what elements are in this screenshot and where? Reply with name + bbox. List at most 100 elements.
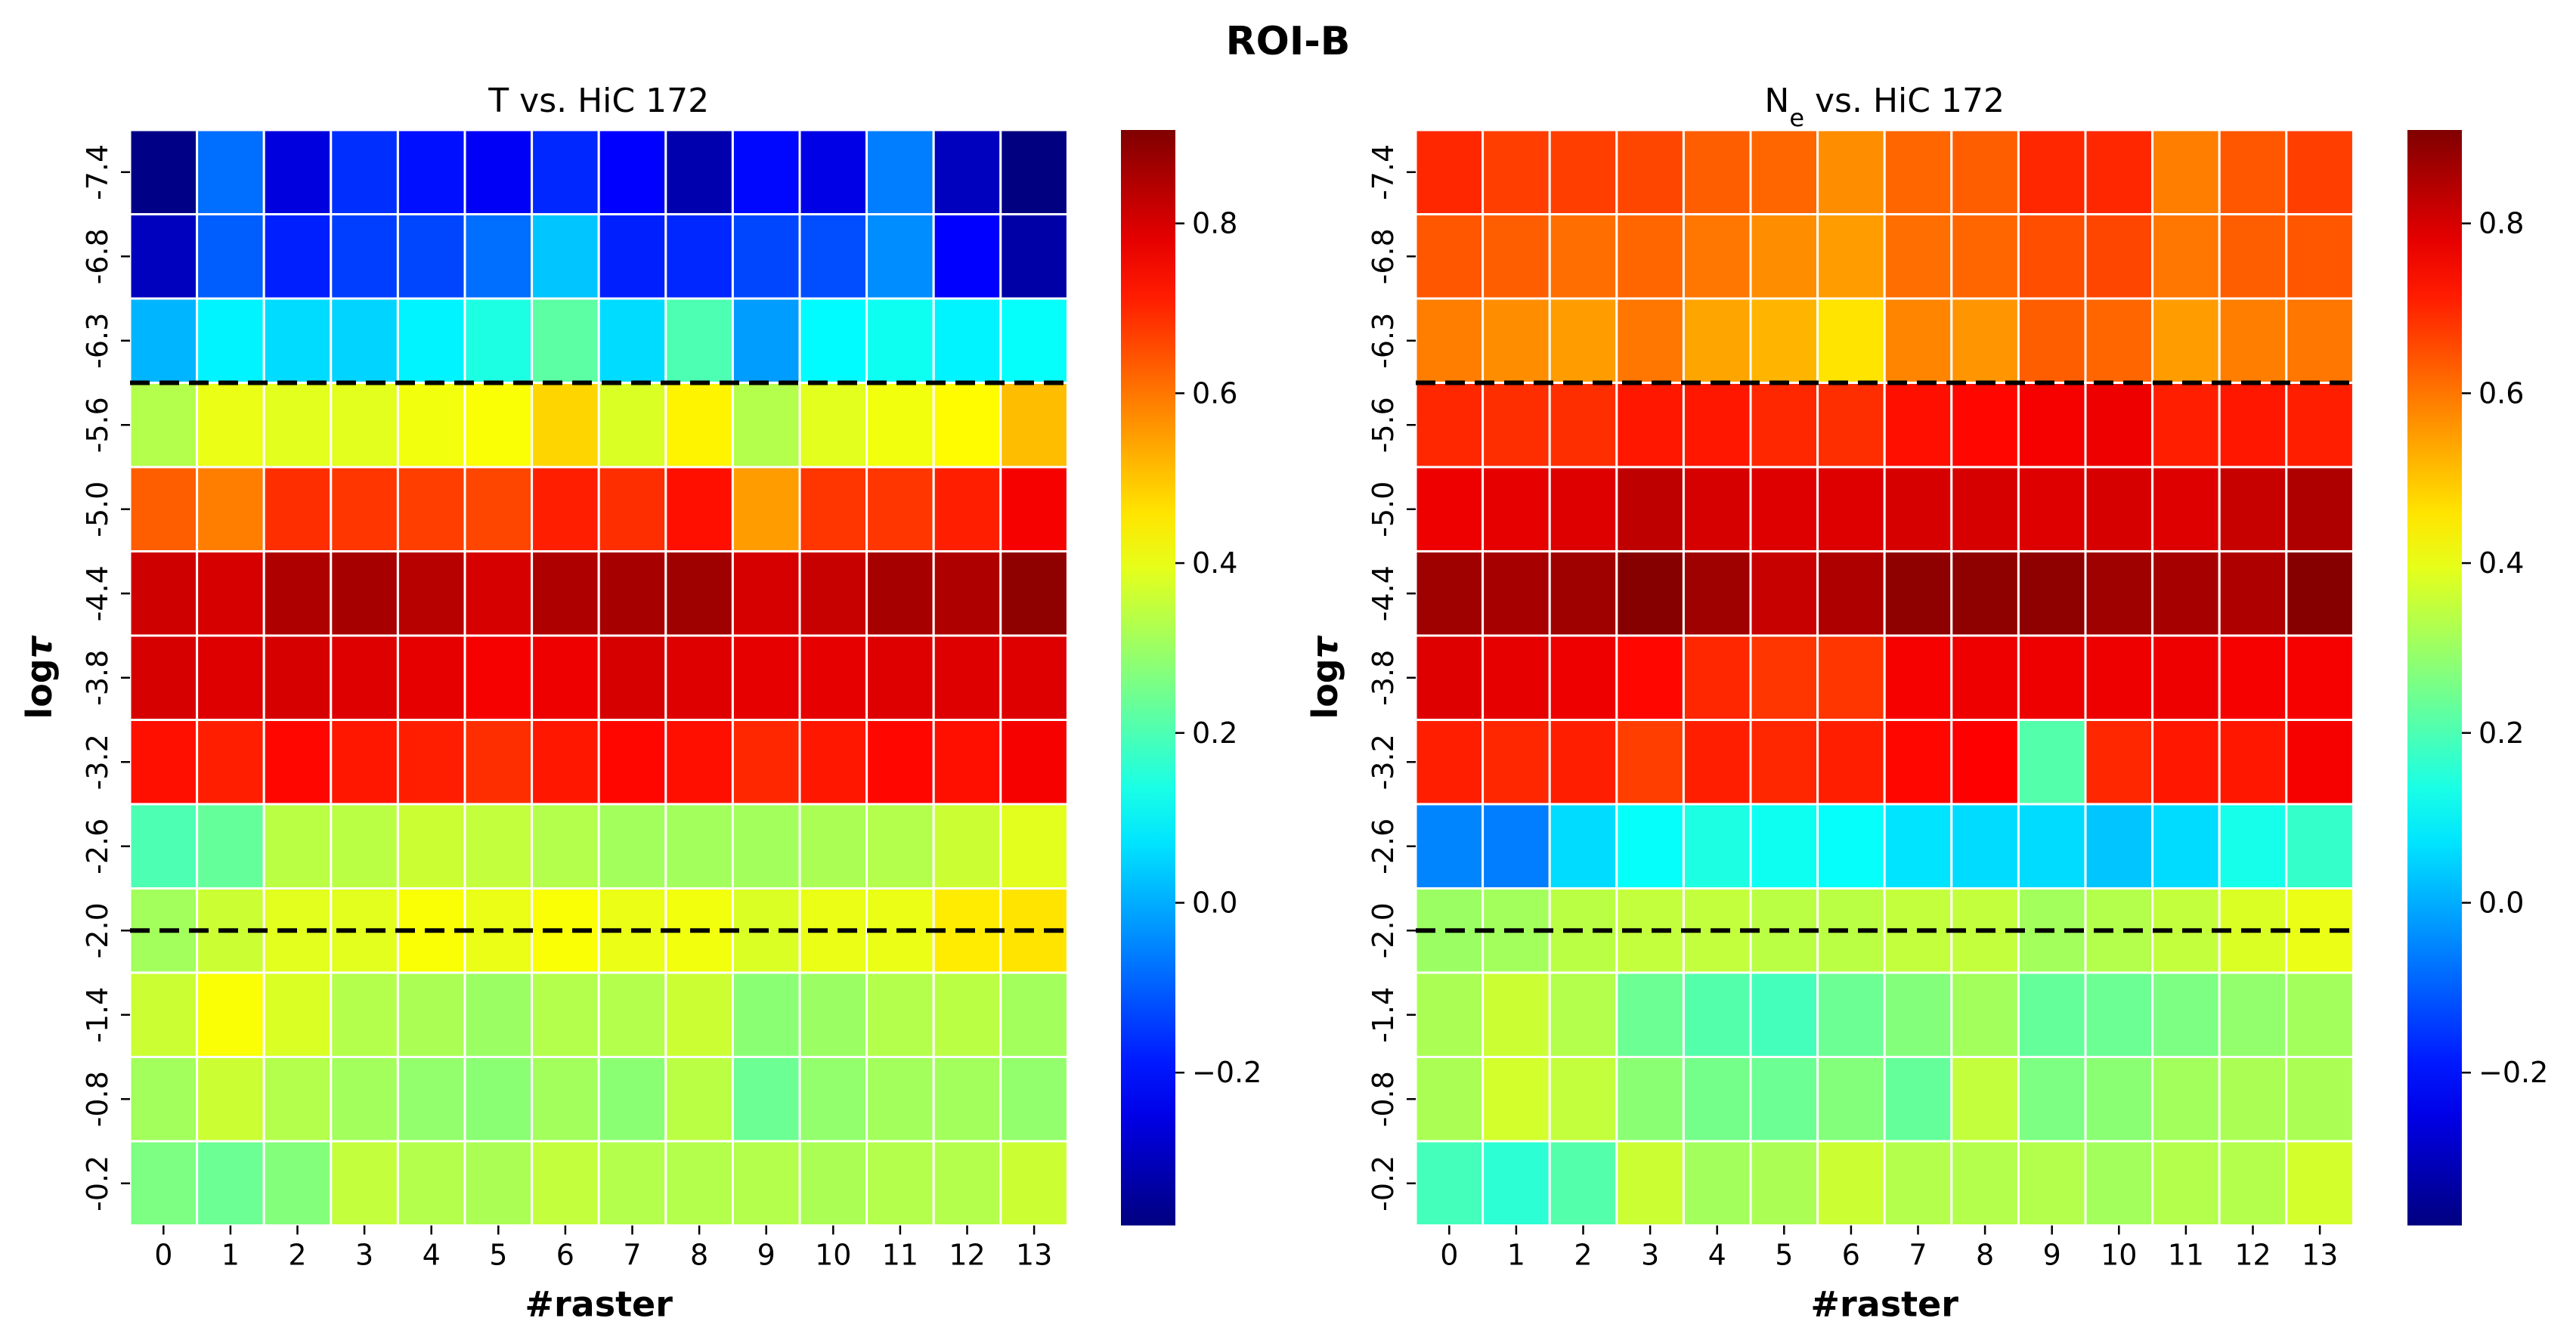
heatmap-cell [262, 971, 333, 1058]
heatmap-cell [531, 213, 600, 300]
heatmap-cell [196, 803, 265, 890]
heatmap-cell [1548, 128, 1618, 215]
heatmap-cell [2285, 1140, 2355, 1227]
heatmap-cell [2084, 297, 2154, 384]
heatmap-cell [2151, 382, 2221, 469]
heatmap-cell [330, 550, 399, 637]
heatmap-cell [2084, 128, 2154, 215]
heatmap-cell [865, 213, 935, 300]
x-tick-label: 9 [757, 1239, 776, 1272]
heatmap-cell [1414, 971, 1485, 1058]
heatmap-cell [2285, 382, 2355, 469]
x-tick-label: 5 [1775, 1239, 1793, 1272]
heatmap-cell [463, 128, 534, 215]
x-tick-label: 4 [423, 1239, 441, 1272]
heatmap-cell [999, 1140, 1069, 1227]
heatmap-cell [330, 634, 399, 721]
heatmap-cell [1682, 1140, 1752, 1227]
heatmap-cell [865, 719, 935, 806]
y-tick-label: -6.8 [81, 228, 114, 284]
heatmap-cell [1883, 297, 1953, 384]
heatmap-cell [2017, 213, 2087, 300]
heatmap-cell [999, 128, 1069, 215]
heatmap-cell [1950, 128, 2020, 215]
heatmap-cell [2151, 466, 2221, 552]
heatmap-cell [932, 971, 1002, 1058]
heatmap-cell [1950, 634, 2020, 721]
heatmap-cell [999, 1056, 1069, 1143]
x-axis-label: #raster [1810, 1284, 1958, 1325]
y-tick-label: -5.0 [81, 481, 114, 537]
heatmap-cell [2218, 719, 2288, 806]
heatmap-cell [1883, 634, 1953, 721]
heatmap-cell [196, 1056, 265, 1143]
y-tick-label: -1.4 [1367, 987, 1400, 1043]
heatmap-cell [262, 297, 333, 384]
x-tick-label: 11 [2168, 1239, 2204, 1272]
heatmap-cell [128, 634, 199, 721]
x-tick-label: 13 [1016, 1239, 1052, 1272]
heatmap-cell [1482, 382, 1551, 469]
heatmap-cell [262, 382, 333, 469]
heatmap-cell [2285, 971, 2355, 1058]
heatmap-cell [1816, 1056, 1886, 1143]
heatmap-cell [865, 634, 935, 721]
heatmap-cell [128, 1140, 199, 1227]
heatmap-cell [1414, 719, 1485, 806]
x-tick-label: 3 [355, 1239, 373, 1272]
heatmap-cell [2218, 550, 2288, 637]
heatmap-cell [531, 1056, 600, 1143]
heatmap-cell [1482, 971, 1551, 1058]
heatmap-cell [865, 297, 935, 384]
heatmap-cell [2017, 971, 2087, 1058]
heatmap-cell [932, 213, 1002, 300]
x-tick-label: 5 [489, 1239, 507, 1272]
heatmap-cell [1414, 1140, 1485, 1227]
heatmap-cell [2151, 971, 2221, 1058]
heatmap-cell [664, 719, 734, 806]
heatmap-cell [798, 1056, 868, 1143]
heatmap-cell [196, 128, 265, 215]
heatmap-cell [196, 213, 265, 300]
heatmap-cell [999, 719, 1069, 806]
heatmap-cell [1548, 466, 1618, 552]
heatmap-cell [330, 1140, 399, 1227]
heatmap-cell [1950, 550, 2020, 637]
heatmap-cell [664, 971, 734, 1058]
heatmap-cell [1950, 382, 2020, 469]
heatmap-cell [798, 213, 868, 300]
heatmap-cell [128, 803, 199, 890]
heatmap-cell [128, 466, 199, 552]
heatmap-cell [597, 634, 667, 721]
heatmap-cell [1749, 382, 1819, 469]
heatmap-cell [1414, 803, 1485, 890]
x-tick-label: 12 [2234, 1239, 2271, 1272]
heatmap-cell [1414, 297, 1485, 384]
heatmap-cell [1816, 128, 1886, 215]
heatmap-cell [664, 466, 734, 552]
heatmap-cell [597, 382, 667, 469]
heatmap-cell [731, 719, 801, 806]
heatmap-cell [798, 971, 868, 1058]
heatmap-cell [999, 213, 1069, 300]
heatmap-cell [1414, 1056, 1485, 1143]
heatmap-cell [664, 1056, 734, 1143]
heatmap-cell [463, 1140, 534, 1227]
heatmap-cell [1482, 1140, 1551, 1227]
heatmap-cell [1482, 213, 1551, 300]
heatmap-cell [1548, 382, 1618, 469]
heatmap-cell [1816, 971, 1886, 1058]
heatmap-cell [2084, 719, 2154, 806]
heatmap-cell [2218, 213, 2288, 300]
panel-title: Ne vs. HiC 172 [1764, 82, 2005, 132]
heatmap-cell [2017, 382, 2087, 469]
heatmap-cell [1950, 1140, 2020, 1227]
heatmap-cell [597, 466, 667, 552]
heatmap-cell [1749, 1140, 1819, 1227]
panel-title: T vs. HiC 172 [488, 82, 709, 120]
heatmap-cell [731, 1140, 801, 1227]
colorbar-tick-label: 0.2 [1192, 716, 1237, 750]
colorbar-tick-label: −0.2 [2478, 1056, 2548, 1089]
x-tick-label: 8 [690, 1239, 708, 1272]
